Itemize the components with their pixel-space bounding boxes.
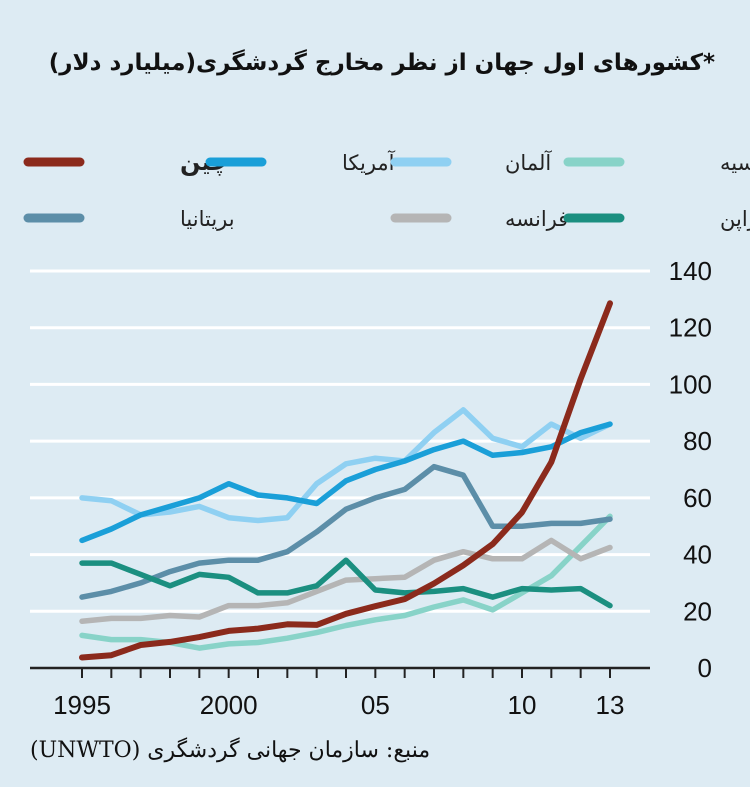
gridlines <box>30 269 650 613</box>
legend-label-4: بریتانیا <box>180 207 235 231</box>
series-line-1 <box>79 421 613 544</box>
y-tick-40: 40 <box>683 540 712 570</box>
y-tick-labels: 0 20 40 60 80 100 120 140 <box>669 256 712 683</box>
x-axis <box>30 666 650 678</box>
y-tick-100: 100 <box>669 369 712 399</box>
legend: چینآمریکاآلمانروسیهبریتانیافرانسهژاپن <box>23 148 750 231</box>
x-tick-labels: 1995 2000 05 10 13 <box>53 690 624 720</box>
x-tick-2010: 10 <box>508 690 537 720</box>
y-tick-80: 80 <box>683 426 712 456</box>
series-line-0 <box>79 300 613 661</box>
series-line-5 <box>79 537 613 624</box>
y-tick-140: 140 <box>669 256 712 286</box>
y-tick-120: 120 <box>669 313 712 343</box>
chart-title: *کشورهای اول جهان از نظر مخارج گردشگری(م… <box>48 50 715 76</box>
series-line-4 <box>79 463 613 600</box>
y-tick-0: 0 <box>698 653 712 683</box>
source-note: منبع: سازمان جهانی گردشگری (UNWTO) <box>30 738 431 763</box>
x-tick-2013: 13 <box>596 690 625 720</box>
y-tick-60: 60 <box>683 483 712 513</box>
y-tick-20: 20 <box>683 596 712 626</box>
legend-label-2: آلمان <box>505 150 552 175</box>
series-line-6 <box>79 557 613 609</box>
x-tick-2000: 2000 <box>200 690 258 720</box>
series-lines <box>79 300 613 661</box>
legend-label-5: فرانسه <box>505 207 568 231</box>
legend-label-6: ژاپن <box>720 207 750 231</box>
legend-label-1: آمریکا <box>342 150 396 175</box>
legend-label-3: روسیه <box>720 151 750 175</box>
series-line-2 <box>79 407 613 524</box>
x-tick-2005: 05 <box>361 690 390 720</box>
x-tick-1995: 1995 <box>53 690 111 720</box>
